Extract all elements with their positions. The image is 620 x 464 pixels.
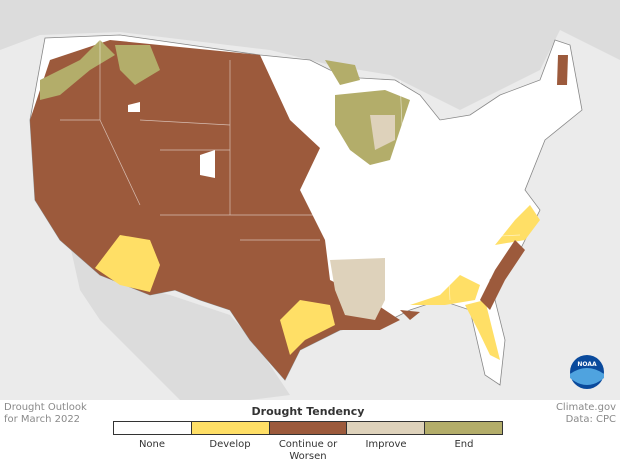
continue-region	[400, 310, 420, 320]
legend-swatch	[114, 422, 192, 434]
develop-region	[280, 300, 335, 355]
legend-label: Continue or Worsen	[278, 439, 338, 462]
develop-region	[95, 235, 160, 292]
legend-swatch	[347, 422, 426, 434]
legend-label: End	[454, 439, 474, 450]
legend-labels: None Develop Continue or Worsen Improve End	[113, 439, 503, 463]
continue-region	[557, 55, 568, 85]
legend-swatch	[191, 422, 270, 434]
end-region	[325, 60, 360, 85]
legend-label: Develop	[209, 439, 251, 450]
legend-bar	[113, 421, 503, 435]
map: NOAA	[0, 0, 620, 400]
none-region	[128, 102, 140, 112]
develop-region	[465, 300, 500, 360]
improve-region	[370, 115, 395, 150]
noaa-logo-wave	[570, 368, 604, 385]
credit-source: Climate.gov	[555, 402, 616, 413]
outlook-title: Drought Outlook	[4, 402, 87, 413]
end-region	[40, 40, 115, 100]
canada	[0, 0, 620, 110]
none-region	[200, 150, 215, 178]
improve-region	[330, 258, 385, 320]
noaa-logo-text: NOAA	[577, 361, 597, 368]
legend-label: Improve	[365, 439, 407, 450]
legend-swatch	[425, 422, 502, 434]
credit-data: Data: CPC	[565, 414, 616, 425]
continue-region	[30, 40, 400, 380]
develop-region	[495, 205, 540, 245]
continue-region	[480, 240, 525, 310]
legend-swatch	[269, 422, 348, 434]
state-lines	[60, 40, 521, 301]
end-region	[115, 45, 160, 85]
legend-title: Drought Tendency	[251, 405, 365, 418]
develop-region	[410, 275, 480, 305]
outlook-subtitle: for March 2022	[4, 414, 81, 425]
legend-label: None	[138, 439, 166, 450]
